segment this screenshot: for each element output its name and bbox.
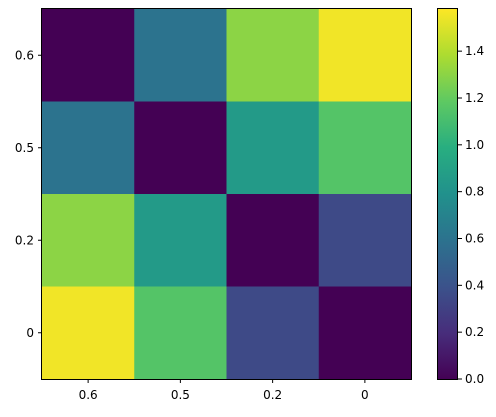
y-tick-label: 0.2: [15, 233, 34, 247]
x-axis-ticks: 0.6 0.5 0.2 0: [79, 379, 369, 402]
heatmap-cell: [134, 194, 227, 287]
colorbar-tick-label: 0.4: [465, 278, 484, 292]
plot-frame: [41, 8, 412, 380]
heatmap-cell: [134, 101, 227, 195]
x-tick-label: 0: [361, 388, 369, 402]
x-tick-label: 0.6: [79, 388, 98, 402]
heatmap-cell: [42, 194, 135, 287]
heatmap-cell: [318, 286, 412, 380]
x-tick-label: 0.2: [263, 388, 282, 402]
heatmap-cell: [42, 101, 135, 195]
x-tick-label: 0.5: [171, 388, 190, 402]
heatmap-cell: [134, 286, 227, 380]
heatmap-cell: [318, 194, 412, 287]
y-axis-ticks: 0.6 0.5 0.2 0: [15, 48, 42, 340]
heatmap-cell: [42, 286, 135, 380]
heatmap-cell: [226, 194, 320, 287]
heatmap-cell: [226, 101, 320, 195]
colorbar-tick-label: 0.2: [465, 325, 484, 339]
heatmap-cell: [226, 286, 320, 380]
colorbar-tick-label: 0.6: [465, 231, 484, 245]
colorbar-tick-label: 1.2: [465, 91, 484, 105]
colorbar: [437, 8, 458, 380]
y-tick-label: 0: [26, 326, 34, 340]
y-tick-label: 0.5: [15, 141, 34, 155]
colorbar-tick-label: 0.0: [465, 372, 484, 386]
colorbar-tick-label: 0.8: [465, 185, 484, 199]
heatmap-cell: [226, 9, 320, 102]
heatmap-cell: [318, 101, 412, 195]
heatmap-cell: [134, 9, 227, 102]
colorbar-tick-label: 1.4: [465, 44, 484, 58]
heatmap-cell: [42, 9, 135, 102]
heatmap-cells: [42, 9, 412, 380]
colorbar-tick-label: 1.0: [465, 138, 484, 152]
y-tick-label: 0.6: [15, 48, 34, 62]
colorbar-ticks: 0.0 0.2 0.4 0.6 0.8 1.0 1.2 1.4: [458, 44, 484, 386]
heatmap-cell: [318, 9, 412, 102]
